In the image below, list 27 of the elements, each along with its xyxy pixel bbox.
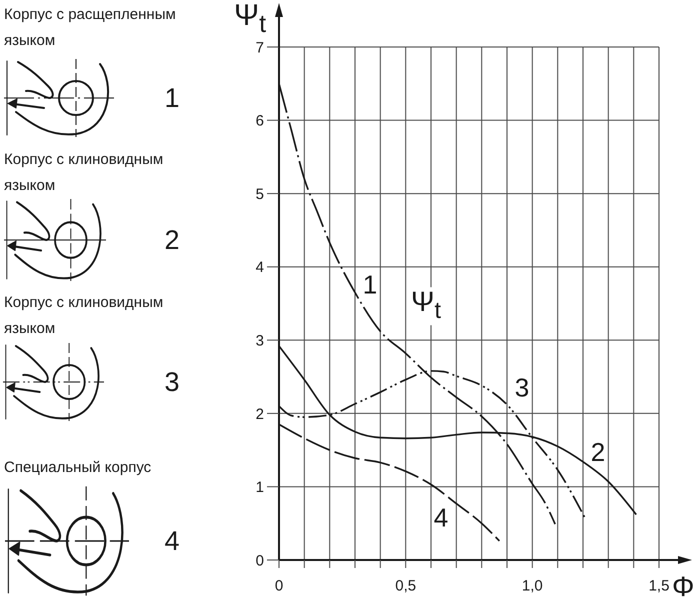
legend-label: 1 xyxy=(163,82,181,114)
y-tick-label: 0 xyxy=(256,552,264,570)
y-tick-label: 2 xyxy=(256,406,264,423)
legend-label: 3 xyxy=(163,366,181,398)
y-tick-label: 5 xyxy=(256,186,264,203)
annotation: Ψ$_{t}$ xyxy=(410,286,442,325)
text: 4 xyxy=(434,502,448,533)
y-tick-label: 4 xyxy=(256,259,264,276)
text: Корпус с расщепленным языком xyxy=(4,5,177,51)
y-tick-label: 1 xyxy=(256,479,264,496)
text: Корпус с клиновидным языком xyxy=(4,293,164,339)
y-tick-label: 7 xyxy=(256,39,264,56)
text: Корпус с клиновидным языком xyxy=(4,150,164,196)
x-tick-label: 0 xyxy=(274,578,284,595)
y-axis-title: Ψ$_{t}$ xyxy=(234,0,266,38)
text: 3 xyxy=(514,372,530,403)
x-tick-label: 1,5 xyxy=(648,578,670,595)
x-axis-title: Φ xyxy=(672,570,694,604)
text: 1 xyxy=(362,270,378,300)
y-tick-label: 6 xyxy=(256,112,264,130)
legend-label: 2 xyxy=(163,224,181,256)
text: Специальный корпус xyxy=(4,458,152,478)
text: 2 xyxy=(590,436,606,467)
x-tick-label: 0,5 xyxy=(395,578,416,595)
x-tick-label: 1,0 xyxy=(522,578,543,595)
y-tick-label: 3 xyxy=(256,332,264,350)
legend-label: 4 xyxy=(163,525,181,557)
